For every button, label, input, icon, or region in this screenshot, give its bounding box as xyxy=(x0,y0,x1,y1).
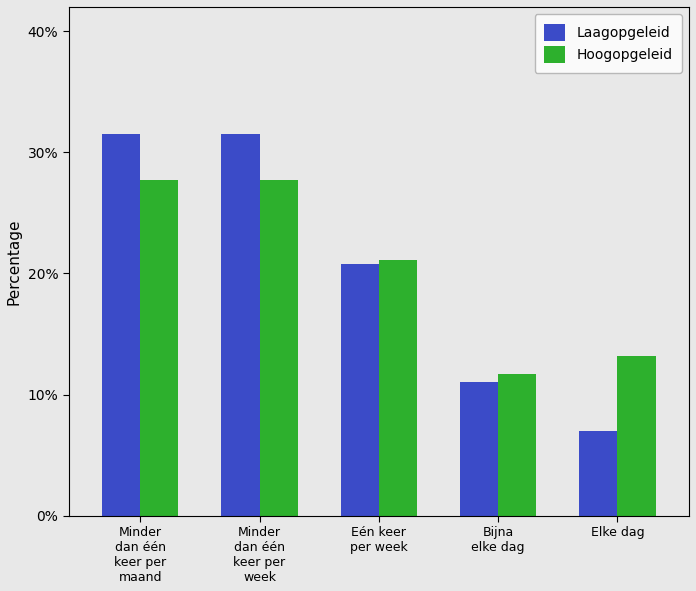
Bar xyxy=(340,264,379,515)
Legend: Laagopgeleid, Hoogopgeleid: Laagopgeleid, Hoogopgeleid xyxy=(535,14,682,73)
Bar xyxy=(260,180,298,515)
Bar xyxy=(579,431,617,515)
Bar xyxy=(498,374,537,515)
Bar xyxy=(379,260,417,515)
Bar xyxy=(221,134,260,515)
Bar xyxy=(102,134,141,515)
Y-axis label: Percentage: Percentage xyxy=(7,218,22,304)
Bar xyxy=(141,180,178,515)
Bar xyxy=(617,356,656,515)
Bar xyxy=(460,382,498,515)
